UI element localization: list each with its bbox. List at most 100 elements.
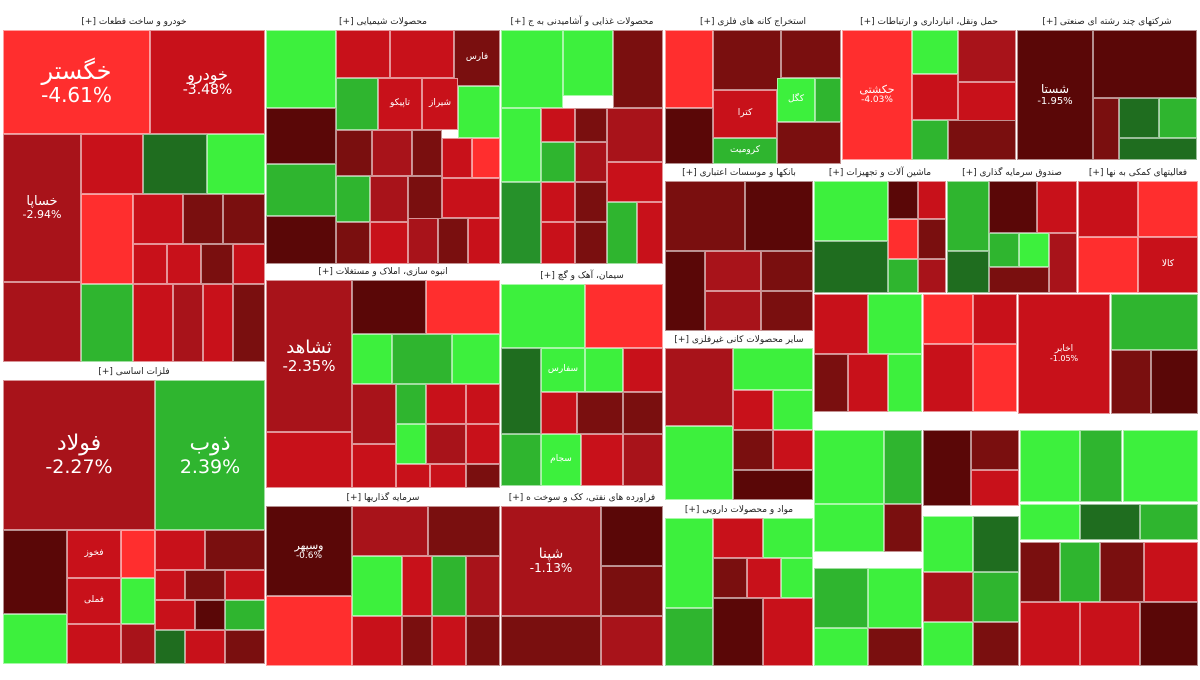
sector-machinery[interactable]: ماشین آلات و تجهیزات [+] — [814, 165, 946, 293]
stock-tile[interactable] — [352, 334, 392, 384]
stock-tile[interactable] — [623, 392, 663, 434]
sector-block[interactable] — [814, 568, 922, 666]
stock-tile[interactable] — [1111, 350, 1151, 414]
sector-cement[interactable]: سیمان، آهک و گچ [+] سفارس سجام — [501, 268, 663, 486]
stock-tile[interactable] — [183, 194, 223, 244]
stock-tile[interactable] — [868, 628, 922, 666]
stock-tile[interactable] — [581, 434, 623, 486]
stock-tile[interactable] — [888, 354, 922, 412]
stock-tile[interactable] — [1138, 181, 1198, 237]
stock-tile[interactable] — [372, 130, 412, 176]
stock-tile[interactable]: حکشتی -4.03% — [842, 30, 912, 160]
sector-food[interactable]: محصولات غذایی و آشامیدنی به ج [+] — [501, 14, 663, 264]
stock-tile[interactable] — [973, 572, 1019, 622]
stock-tile[interactable] — [575, 108, 607, 142]
stock-tile[interactable] — [947, 251, 989, 293]
stock-tile[interactable]: خودرو -3.48% — [150, 30, 265, 134]
stock-tile[interactable] — [912, 74, 958, 120]
stock-tile[interactable]: کترا — [713, 90, 777, 138]
stock-tile[interactable] — [501, 616, 601, 666]
stock-tile[interactable] — [973, 516, 1019, 572]
stock-tile[interactable] — [1111, 294, 1198, 350]
stock-tile[interactable] — [121, 624, 155, 664]
stock-tile[interactable] — [613, 30, 663, 108]
sector-other_mineral[interactable]: سایر محصولات کانی غیرفلزی [+] — [665, 332, 813, 500]
stock-tile[interactable] — [947, 181, 989, 251]
stock-tile[interactable]: کرومیت — [713, 138, 777, 164]
stock-tile[interactable] — [541, 142, 575, 182]
stock-tile[interactable] — [225, 600, 265, 630]
stock-tile[interactable] — [601, 616, 663, 666]
stock-tile[interactable] — [973, 344, 1017, 412]
stock-tile[interactable]: شپنا -1.13% — [501, 506, 601, 616]
sector-block[interactable]: اخابر -1.05% — [1018, 294, 1110, 414]
stock-tile[interactable] — [1020, 504, 1080, 540]
stock-tile[interactable] — [1119, 98, 1159, 138]
stock-tile[interactable] — [665, 251, 705, 331]
sector-title[interactable]: خودرو و ساخت قطعات [+] — [3, 14, 265, 31]
stock-tile[interactable] — [155, 570, 185, 600]
stock-tile[interactable] — [781, 30, 841, 78]
stock-tile[interactable] — [868, 294, 922, 354]
stock-tile[interactable]: وسپهر -0.6% — [266, 506, 352, 596]
stock-tile[interactable] — [814, 504, 884, 552]
sector-title[interactable]: ماشین آلات و تجهیزات [+] — [814, 165, 946, 182]
stock-tile[interactable] — [958, 30, 1016, 82]
stock-tile[interactable]: شستا -1.95% — [1017, 30, 1093, 160]
stock-tile[interactable] — [541, 108, 575, 142]
stock-tile[interactable] — [501, 284, 585, 348]
stock-tile[interactable]: کگل — [777, 78, 815, 122]
stock-tile[interactable] — [637, 202, 663, 264]
stock-tile[interactable] — [233, 244, 265, 284]
stock-tile[interactable] — [205, 530, 265, 570]
stock-tile[interactable] — [352, 616, 402, 666]
stock-tile[interactable] — [563, 30, 613, 96]
stock-tile[interactable] — [396, 384, 426, 424]
stock-tile[interactable] — [814, 294, 868, 354]
stock-tile[interactable] — [888, 259, 918, 293]
stock-tile[interactable] — [733, 470, 813, 500]
stock-tile[interactable] — [575, 182, 607, 222]
stock-tile[interactable] — [973, 294, 1017, 344]
stock-tile[interactable] — [185, 630, 225, 664]
sector-title[interactable]: صندوق سرمایه گذاری [+] — [947, 165, 1077, 182]
stock-tile[interactable] — [884, 430, 922, 504]
stock-tile[interactable] — [607, 108, 663, 162]
stock-tile[interactable]: فارس — [454, 30, 500, 86]
stock-tile[interactable] — [81, 284, 133, 362]
stock-tile[interactable] — [713, 558, 747, 598]
stock-tile[interactable] — [336, 176, 370, 222]
stock-tile[interactable] — [665, 348, 733, 426]
stock-tile[interactable] — [392, 334, 452, 384]
sector-metal_ore[interactable]: استخراج کانه های فلزی [+] کترا کگل کرومیت — [665, 14, 841, 164]
stock-tile[interactable] — [623, 348, 663, 392]
stock-tile[interactable] — [121, 578, 155, 624]
stock-tile[interactable] — [81, 194, 133, 284]
stock-tile[interactable] — [207, 134, 265, 194]
stock-tile[interactable] — [773, 430, 813, 470]
stock-tile[interactable] — [472, 138, 500, 178]
stock-tile[interactable] — [1019, 233, 1049, 267]
stock-tile[interactable] — [155, 600, 195, 630]
stock-tile[interactable] — [884, 504, 922, 552]
stock-tile[interactable] — [989, 267, 1049, 293]
stock-tile[interactable] — [428, 506, 500, 556]
stock-tile[interactable] — [1020, 430, 1080, 502]
stock-tile[interactable] — [923, 516, 973, 572]
stock-tile[interactable] — [155, 530, 205, 570]
stock-tile[interactable] — [67, 624, 121, 664]
stock-tile[interactable] — [223, 194, 265, 244]
stock-tile[interactable] — [541, 222, 575, 264]
sector-title[interactable]: سرمایه گذاریها [+] — [266, 490, 500, 507]
stock-tile[interactable] — [585, 284, 663, 348]
stock-tile[interactable] — [442, 178, 500, 218]
sector-title[interactable]: سیمان، آهک و گچ [+] — [501, 268, 663, 285]
sector-banks[interactable]: بانکها و موسسات اعتباری [+] — [665, 165, 813, 331]
stock-tile[interactable] — [713, 30, 781, 90]
stock-tile[interactable] — [973, 622, 1019, 666]
stock-tile[interactable] — [923, 294, 973, 344]
stock-tile[interactable] — [665, 608, 713, 666]
stock-tile[interactable] — [918, 259, 946, 293]
stock-tile[interactable] — [665, 108, 713, 164]
stock-tile[interactable] — [989, 233, 1019, 267]
